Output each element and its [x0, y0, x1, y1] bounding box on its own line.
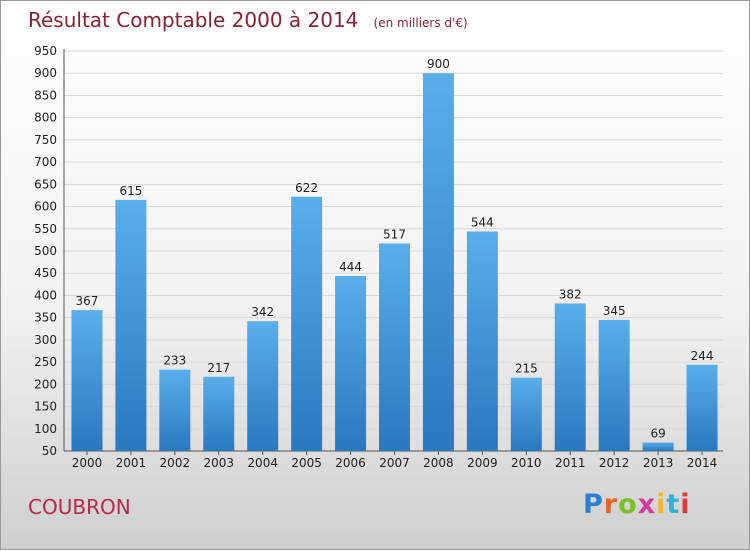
bar-2000: [71, 310, 103, 451]
logo-letter: i: [656, 489, 667, 520]
data-label-2014: 244: [691, 349, 714, 363]
logo-letter: x: [637, 489, 657, 520]
x-tick-label: 2007: [379, 456, 410, 470]
y-tick-label: 550: [34, 222, 57, 236]
logo-letter: o: [618, 489, 638, 520]
proxiti-logo[interactable]: Proxiti: [583, 489, 691, 520]
y-tick-label: 500: [34, 244, 57, 258]
bar-2010: [510, 377, 542, 451]
data-label-2008: 900: [427, 57, 450, 71]
bar-2001: [115, 199, 147, 451]
data-label-2001: 615: [119, 184, 142, 198]
y-tick-label: 50: [42, 444, 57, 458]
x-tick-label: 2011: [555, 456, 586, 470]
y-tick-label: 900: [34, 66, 57, 80]
bar-2008: [422, 73, 454, 451]
y-tick-label: 850: [34, 88, 57, 102]
logo-letter: P: [583, 489, 604, 520]
data-label-2004: 342: [251, 305, 274, 319]
grid-lines: [64, 50, 723, 452]
y-tick-label: 450: [34, 266, 57, 280]
data-label-2011: 382: [559, 287, 582, 301]
x-tick-label: 2013: [643, 456, 674, 470]
y-tick-label: 600: [34, 200, 57, 214]
bar-2012: [598, 319, 630, 451]
logo-letter: r: [603, 489, 619, 520]
data-label-2006: 444: [339, 260, 362, 274]
bar-2006: [335, 275, 367, 451]
bar-2011: [554, 303, 586, 451]
y-tick-label: 100: [34, 422, 57, 436]
data-label-2010: 215: [515, 362, 538, 376]
commune-name: COUBRON: [28, 495, 131, 519]
data-label-2009: 544: [471, 215, 494, 229]
bar-2009: [466, 231, 498, 451]
y-tick-label: 800: [34, 111, 57, 125]
y-tick-label: 300: [34, 333, 57, 347]
x-tick-label: 2005: [291, 456, 322, 470]
x-tick-label: 2009: [467, 456, 498, 470]
y-tick-label: 350: [34, 311, 57, 325]
data-label-2012: 345: [603, 304, 626, 318]
data-label-2003: 217: [207, 361, 230, 375]
data-label-2007: 517: [383, 227, 406, 241]
bar-2003: [203, 376, 235, 451]
y-tick-label: 750: [34, 133, 57, 147]
data-label-2002: 233: [163, 354, 186, 368]
chart-title: Résultat Comptable 2000 à 2014 (en milli…: [28, 8, 468, 32]
x-tick-label: 2003: [203, 456, 234, 470]
data-label-2013: 69: [650, 427, 665, 441]
x-tick-label: 2001: [116, 456, 147, 470]
bar-2002: [159, 369, 191, 451]
x-tick-label: 2012: [599, 456, 630, 470]
y-tick-label: 700: [34, 155, 57, 169]
bar-2013: [642, 442, 674, 451]
y-tick-label: 950: [34, 44, 57, 58]
y-tick-label: 150: [34, 400, 57, 414]
y-tick-label: 400: [34, 288, 57, 302]
bar-2005: [291, 196, 323, 451]
logo-letter: i: [680, 489, 691, 520]
x-tick-label: 2014: [687, 456, 718, 470]
bar-2014: [686, 364, 718, 451]
bar-2004: [247, 321, 279, 451]
y-tick-label: 200: [34, 377, 57, 391]
logo-letter: t: [666, 489, 681, 520]
x-tick-label: 2008: [423, 456, 454, 470]
data-label-2000: 367: [76, 294, 99, 308]
y-tick-label: 650: [34, 177, 57, 191]
x-tick-label: 2002: [160, 456, 191, 470]
y-tick-label: 250: [34, 355, 57, 369]
bar-2007: [379, 243, 410, 451]
axes: 50 100 150 200 250 300 350 400 450 500 550 600 650 70…: [34, 44, 723, 470]
bars: [71, 73, 718, 451]
x-tick-label: 2004: [247, 456, 278, 470]
data-labels: 367 615 233 217 342 622 444 517 900 544 215 382 345 6…: [76, 57, 714, 440]
data-label-2005: 622: [295, 181, 318, 195]
x-tick-label: 2000: [72, 456, 103, 470]
x-tick-label: 2006: [335, 456, 366, 470]
x-tick-label: 2010: [511, 456, 542, 470]
